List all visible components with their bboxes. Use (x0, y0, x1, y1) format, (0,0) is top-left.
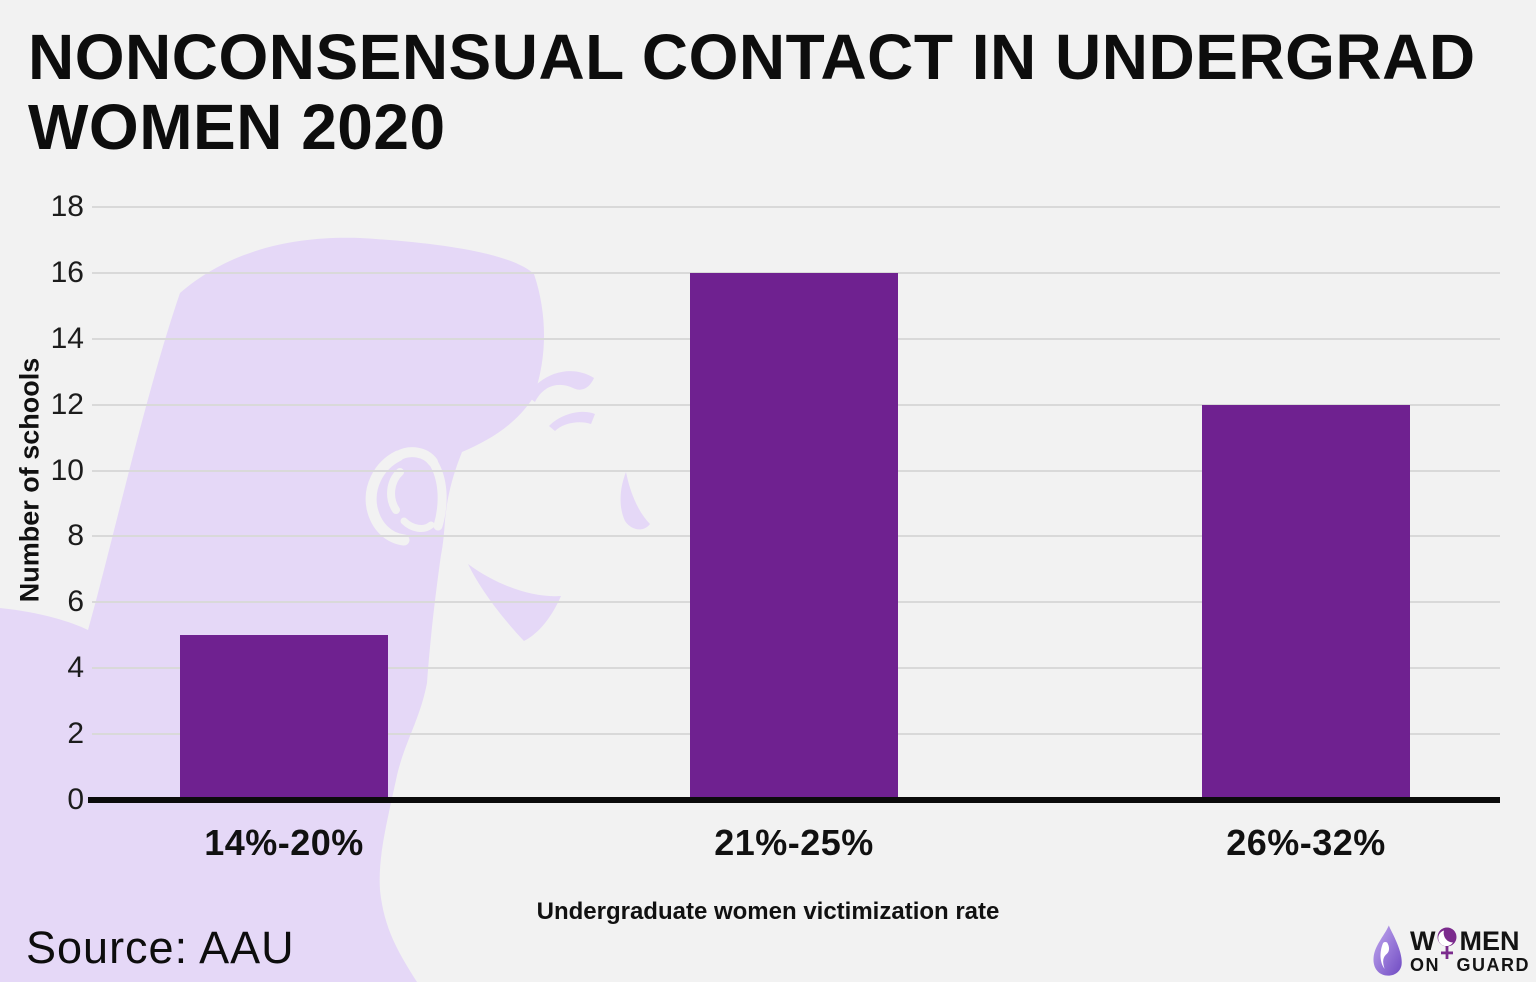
x-axis-label: Undergraduate women victimization rate (536, 898, 1000, 925)
x-tick-label: 21%-25% (714, 822, 874, 863)
logo-word-line1: W MEN (1410, 926, 1530, 962)
silhouette-eye (549, 411, 595, 431)
x-tick-label: 14%-20% (204, 822, 364, 863)
logo-word-line2: ON GUARD (1410, 955, 1530, 975)
logo-word-w: W (1410, 926, 1436, 956)
bar-21%-25% (690, 272, 898, 800)
page-title: NONCONSENSUAL CONTACT IN UNDERGRAD WOMEN… (28, 21, 1476, 164)
y-tick-label: 12 (50, 387, 84, 421)
x-axis-line (88, 797, 1500, 803)
bar-14%-20% (180, 635, 388, 800)
women-on-guard-logo: W MEN ON GUARD (1371, 924, 1530, 978)
bar-26%-32% (1202, 404, 1410, 800)
y-tick-label: 4 (67, 651, 84, 685)
y-tick-label: 6 (67, 585, 84, 619)
y-tick-label: 16 (50, 255, 84, 289)
silhouette-hair (0, 237, 545, 982)
gridline (92, 206, 1500, 208)
logo-leaf-icon (1373, 925, 1402, 976)
y-tick-label: 14 (50, 321, 84, 355)
logo-word-men: MEN (1459, 926, 1520, 956)
silhouette-ear (365, 447, 447, 546)
silhouette-eyebrow (527, 371, 594, 402)
x-tick-label: 26%-32% (1226, 822, 1386, 863)
y-tick-label: 18 (50, 190, 84, 223)
y-tick-label: 2 (67, 717, 84, 751)
y-tick-label: 0 (67, 783, 84, 816)
venus-symbol-icon (1437, 927, 1457, 959)
source-text: Source: AAU (26, 922, 295, 973)
y-tick-label: 8 (67, 519, 84, 553)
silhouette-nose (620, 472, 650, 530)
y-tick-label: 10 (50, 453, 84, 487)
